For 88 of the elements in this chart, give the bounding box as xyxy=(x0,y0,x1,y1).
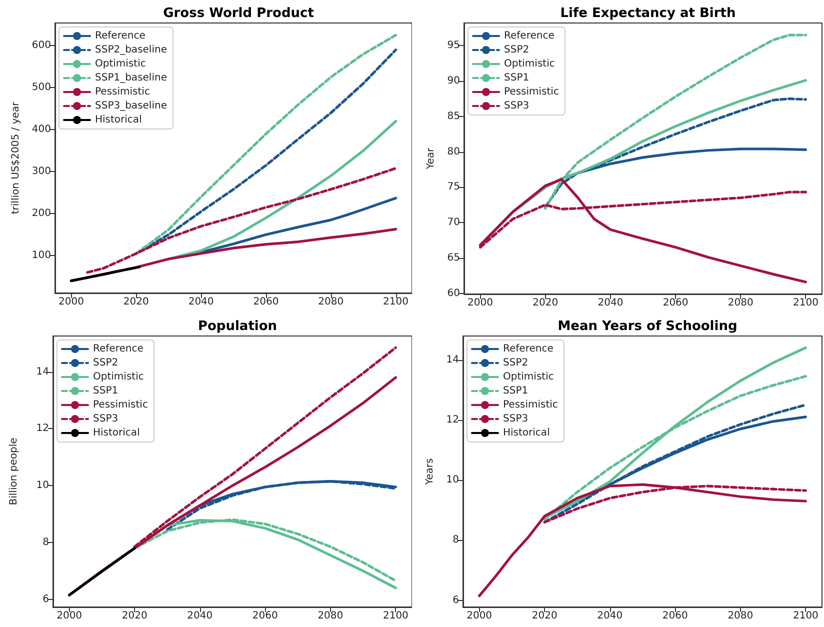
x-tick-label: 2080 xyxy=(318,610,344,622)
legend-label: SSP1_baseline xyxy=(95,72,167,84)
x-tick-label: 2100 xyxy=(793,298,818,308)
y-tick-label: 70 xyxy=(447,217,460,228)
x-tick-label: 2000 xyxy=(58,296,84,308)
x-tick-label: 2000 xyxy=(466,610,492,622)
x-tick-label: 2000 xyxy=(56,610,82,622)
x-tick-label: 2000 xyxy=(468,298,493,308)
legend-label: Historical xyxy=(93,428,140,438)
x-tick-label: 2080 xyxy=(728,298,754,308)
legend-label: Optimistic xyxy=(95,58,146,70)
line-series xyxy=(478,483,807,598)
x-tick-label: 2020 xyxy=(123,296,149,308)
legend-label: Pessimistic xyxy=(503,400,558,410)
y-tick-label: 60 xyxy=(447,288,460,299)
y-tick-label: 600 xyxy=(32,40,51,52)
y-tick-label: 80 xyxy=(447,146,460,158)
legend-label: Pessimistic xyxy=(93,400,148,410)
y-tick-label: 300 xyxy=(32,166,51,178)
x-tick-label: 2040 xyxy=(188,296,214,308)
y-tick-label: 6 xyxy=(452,594,459,606)
chart-title: Life Expectancy at Birth xyxy=(560,6,736,21)
legend-label: Pessimistic xyxy=(504,86,559,98)
x-tick-label: 2040 xyxy=(597,610,623,622)
x-tick-label: 2060 xyxy=(252,610,278,622)
y-tick-label: 8 xyxy=(452,534,459,546)
legend-label: SSP1 xyxy=(504,72,530,84)
y-tick-label: 14 xyxy=(36,366,49,378)
legend-label: SSP3_baseline xyxy=(95,100,167,112)
x-tick-label: 2040 xyxy=(598,298,624,308)
x-tick-label: 2100 xyxy=(792,610,818,622)
x-tick-label: 2040 xyxy=(187,610,213,622)
x-tick-label: 2060 xyxy=(662,298,688,308)
y-tick-label: 90 xyxy=(447,76,460,87)
legend-label: SSP2 xyxy=(93,358,118,368)
x-tick-label: 2080 xyxy=(318,296,344,308)
legend-label: Optimistic xyxy=(93,372,144,382)
x-tick-label: 2100 xyxy=(383,296,408,308)
legend-label: SSP1 xyxy=(93,386,118,396)
line-series xyxy=(70,266,141,282)
chart-title: Gross World Product xyxy=(163,6,314,21)
y-axis-title: Years xyxy=(424,458,436,486)
y-tick-label: 100 xyxy=(32,250,51,262)
x-tick-label: 2060 xyxy=(253,296,279,308)
y-tick-label: 6 xyxy=(42,594,49,605)
legend-label: Optimistic xyxy=(504,58,555,70)
x-tick-label: 2100 xyxy=(382,610,408,622)
x-tick-label: 2060 xyxy=(662,610,688,622)
line-series xyxy=(544,97,808,208)
legend-label: Reference xyxy=(93,344,144,354)
x-tick-label: 2020 xyxy=(532,298,558,308)
legend-label: SSP3 xyxy=(503,414,528,424)
y-axis-title: Year xyxy=(426,147,436,170)
legend-label: SSP1 xyxy=(503,386,528,396)
legend-label: SSP3 xyxy=(504,100,530,112)
y-axis-title: Billion people xyxy=(8,438,20,506)
legend-label: Reference xyxy=(504,30,554,42)
y-tick-label: 10 xyxy=(446,474,459,486)
y-tick-label: 75 xyxy=(447,182,460,193)
y-tick-label: 12 xyxy=(446,414,459,426)
legend-label: SSP3 xyxy=(93,414,118,424)
y-tick-label: 8 xyxy=(42,536,49,548)
legend-label: Reference xyxy=(95,30,146,42)
chart-title: Population xyxy=(198,319,278,334)
y-tick-label: 65 xyxy=(447,252,460,264)
x-tick-label: 2020 xyxy=(122,610,148,622)
y-axis-title: trillion US$2005 / year xyxy=(10,100,22,214)
legend-label: Historical xyxy=(95,114,142,126)
legend-label: Historical xyxy=(503,428,550,438)
legend-label: SSP2 xyxy=(504,44,530,56)
x-tick-label: 2020 xyxy=(532,610,558,622)
y-tick-label: 10 xyxy=(36,480,49,492)
y-tick-label: 85 xyxy=(447,110,460,122)
y-tick-label: 14 xyxy=(446,354,459,366)
y-tick-label: 200 xyxy=(32,208,51,220)
legend-label: SSP2_baseline xyxy=(95,44,167,56)
legend-label: Pessimistic xyxy=(95,86,150,98)
legend-label: Reference xyxy=(503,344,554,354)
y-tick-label: 400 xyxy=(32,124,51,136)
y-tick-label: 500 xyxy=(32,82,51,94)
chart-title: Mean Years of Schooling xyxy=(558,319,738,334)
y-tick-label: 95 xyxy=(447,40,460,52)
x-tick-label: 2080 xyxy=(728,610,754,622)
line-series xyxy=(167,120,398,260)
legend-label: SSP2 xyxy=(503,358,528,368)
legend-label: Optimistic xyxy=(503,372,554,382)
line-series xyxy=(86,166,398,274)
y-tick-label: 12 xyxy=(36,423,49,434)
